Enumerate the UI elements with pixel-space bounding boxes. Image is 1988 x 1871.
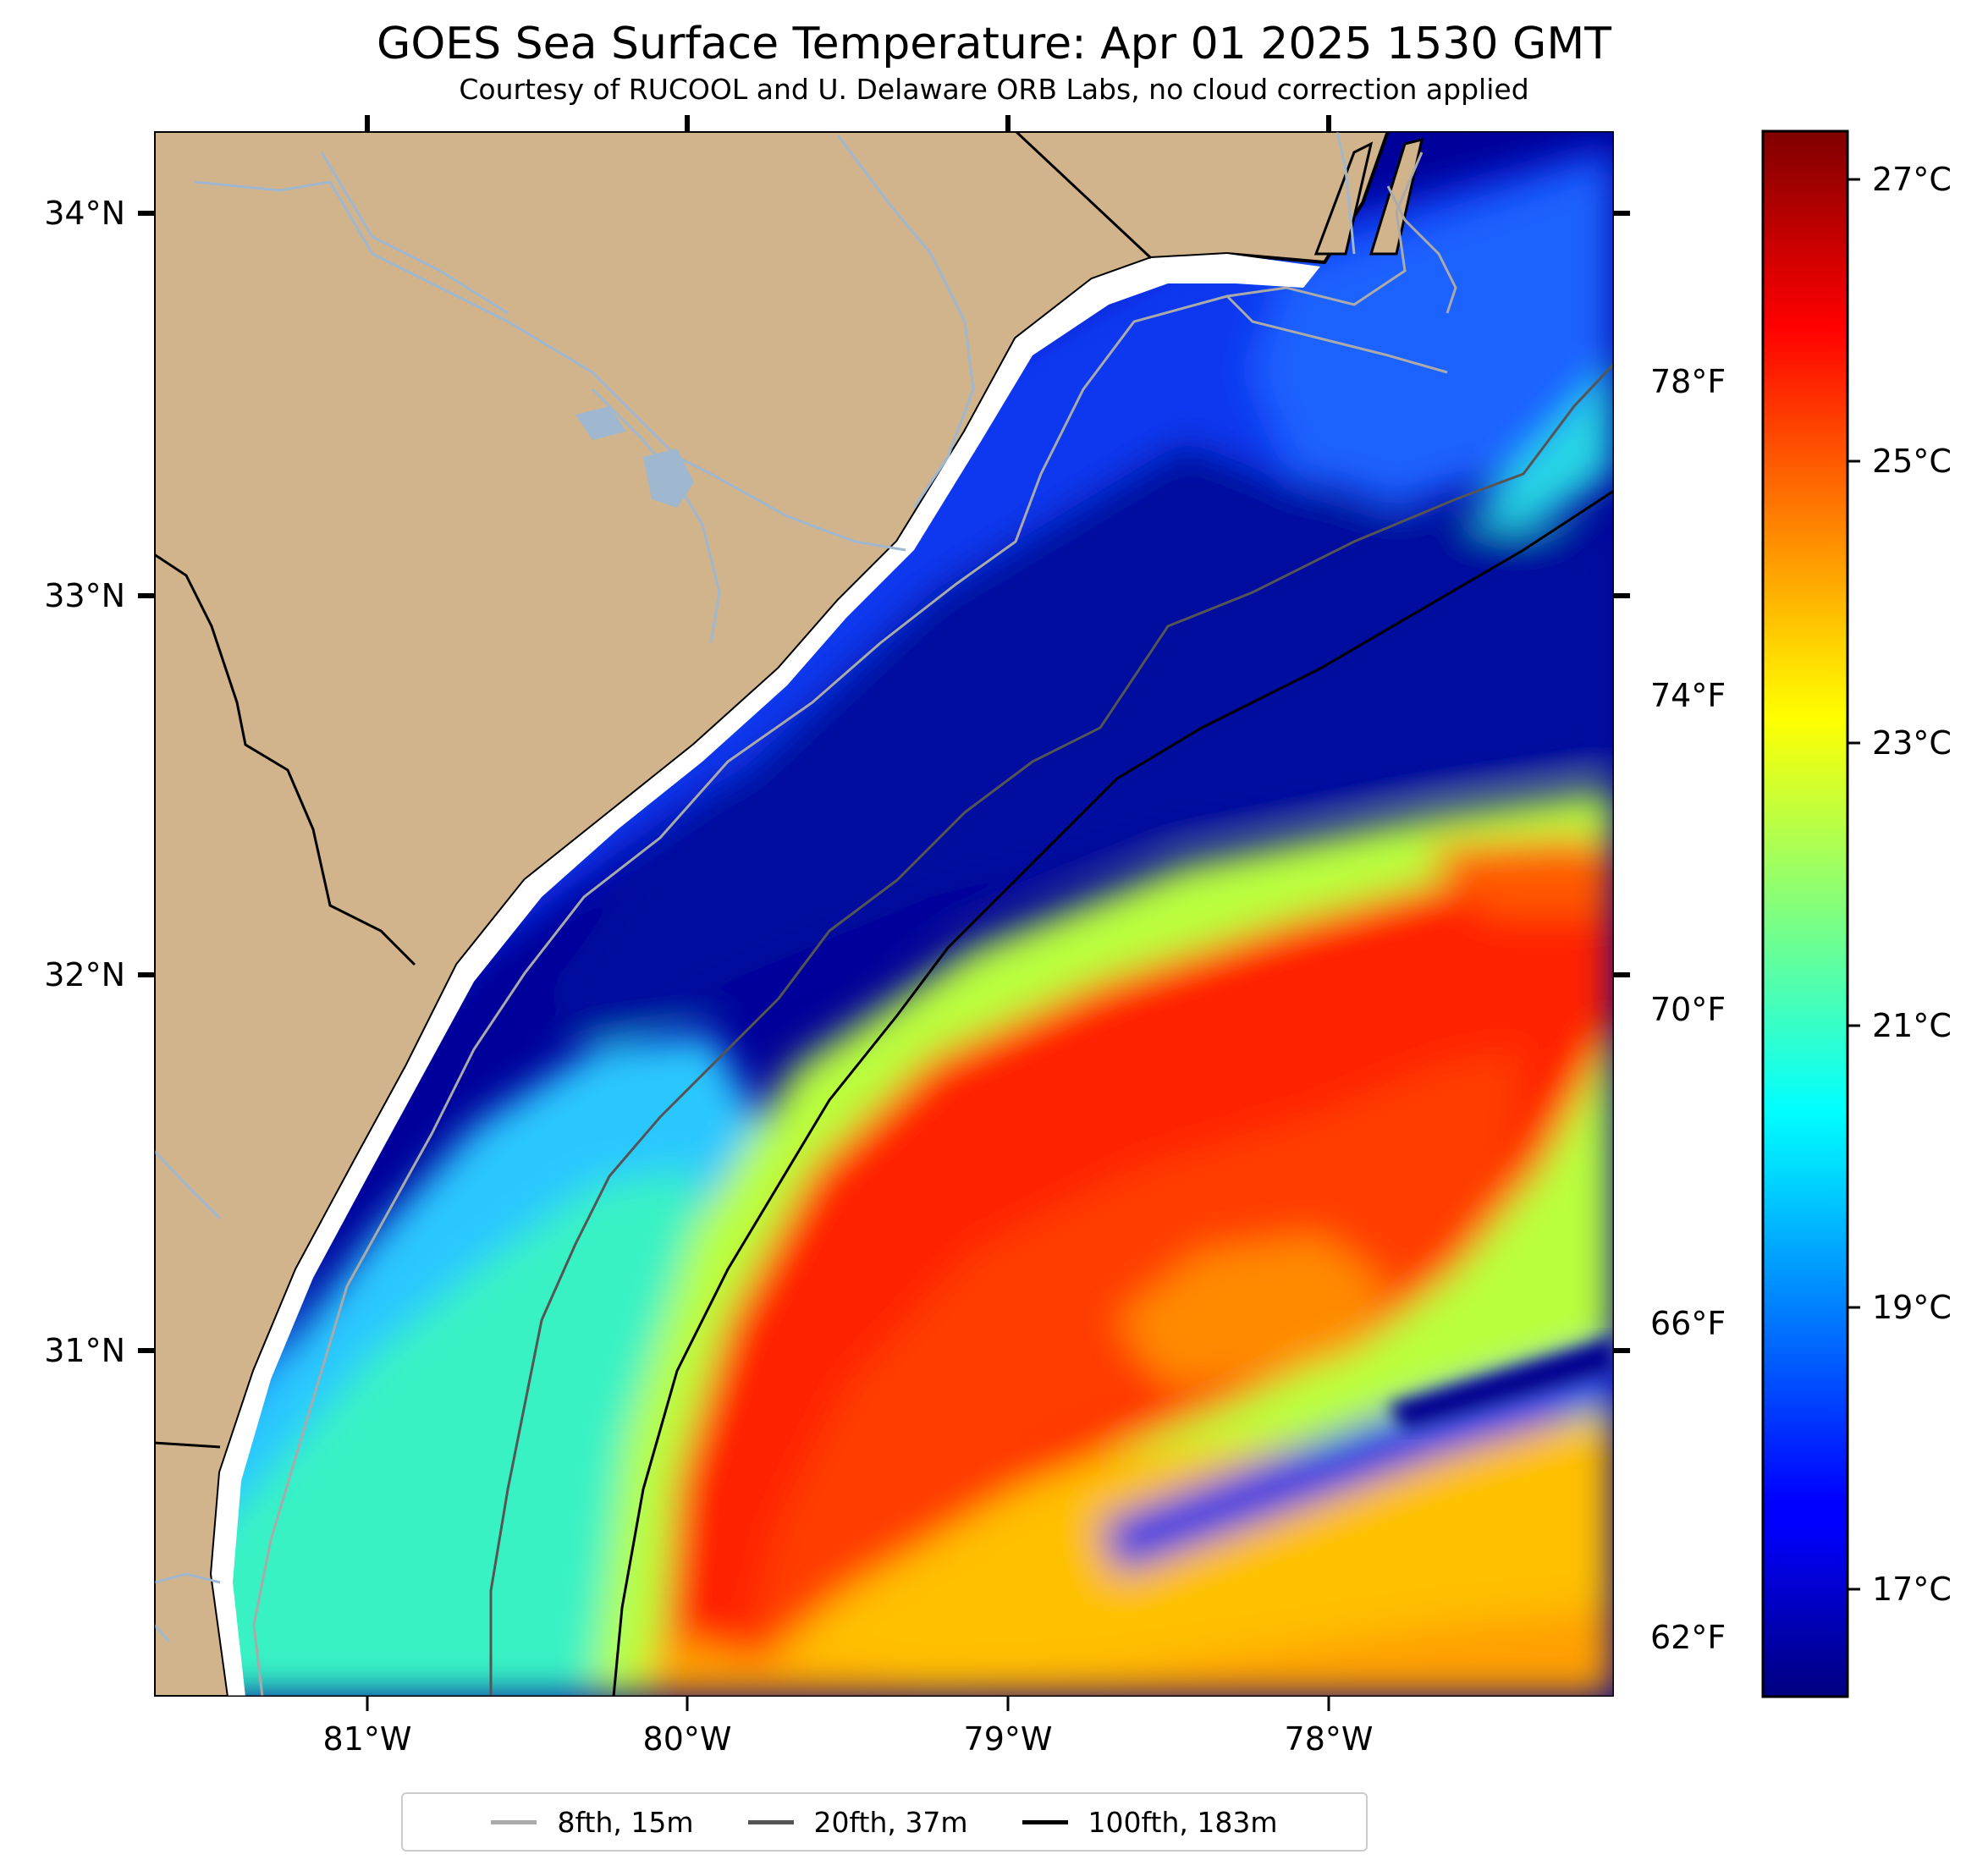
state-borders <box>154 131 1153 1449</box>
lon-tick-label: 80°W <box>643 1720 732 1758</box>
lon-tick-label: 81°W <box>323 1720 412 1758</box>
isobath-8fth-east <box>1225 185 1457 374</box>
fahrenheit-tick-label: 70°F <box>1650 991 1726 1028</box>
legend-item-8fth: 8fth, 15m <box>491 1805 694 1839</box>
coastal-island <box>1313 141 1374 256</box>
map-title: GOES Sea Surface Temperature: Apr 01 202… <box>377 19 1611 69</box>
lon-tick-label: 79°W <box>964 1720 1053 1758</box>
lat-tick-label: 32°N <box>44 956 125 993</box>
legend-label: 8fth, 15m <box>557 1805 694 1839</box>
fahrenheit-tick-label: 78°F <box>1650 363 1726 400</box>
lat-tick-label: 31°N <box>44 1332 125 1369</box>
fahrenheit-tick-label: 66°F <box>1650 1305 1726 1342</box>
colorbar-ticks <box>1848 178 1860 1591</box>
celsius-tick-label: 27°C <box>1872 161 1952 198</box>
lat-tick-label: 33°N <box>44 577 125 614</box>
lon-tick-label: 78°W <box>1285 1720 1374 1758</box>
coastal-island <box>1368 137 1424 256</box>
lat-tick-label: 34°N <box>44 195 125 232</box>
isobath-legend: 8fth, 15m 20fth, 37m 100fth, 183m <box>401 1792 1368 1852</box>
celsius-tick-label: 17°C <box>1872 1571 1952 1608</box>
map-subtitle: Courtesy of RUCOOL and U. Delaware ORB L… <box>459 73 1529 106</box>
celsius-tick-label: 21°C <box>1872 1007 1952 1044</box>
legend-label: 100fth, 183m <box>1088 1805 1278 1839</box>
isobath-8fth <box>252 151 1424 1697</box>
celsius-tick-label: 25°C <box>1872 443 1952 480</box>
rivers <box>154 131 1356 1643</box>
axis-ticks <box>138 115 1630 1711</box>
sst-field <box>154 144 1614 1697</box>
isobath-20fth <box>489 362 1614 1697</box>
celsius-tick-label: 23°C <box>1872 724 1952 762</box>
fahrenheit-tick-label: 74°F <box>1650 677 1726 714</box>
legend-line-100fth <box>1022 1819 1068 1824</box>
legend-item-100fth: 100fth, 183m <box>1022 1806 1278 1839</box>
legend-line-8fth <box>491 1819 537 1824</box>
legend-item-20fth: 20fth, 37m <box>747 1805 968 1839</box>
sst-map <box>154 131 1614 1697</box>
lake <box>575 406 626 440</box>
legend-line-20fth <box>747 1819 794 1824</box>
legend-label: 20fth, 37m <box>813 1805 968 1839</box>
celsius-tick-label: 19°C <box>1872 1289 1952 1326</box>
isobath-100fth <box>612 489 1614 1697</box>
colorbar <box>1761 129 1849 1698</box>
fahrenheit-tick-label: 62°F <box>1650 1619 1726 1656</box>
lake-marion <box>643 448 694 508</box>
